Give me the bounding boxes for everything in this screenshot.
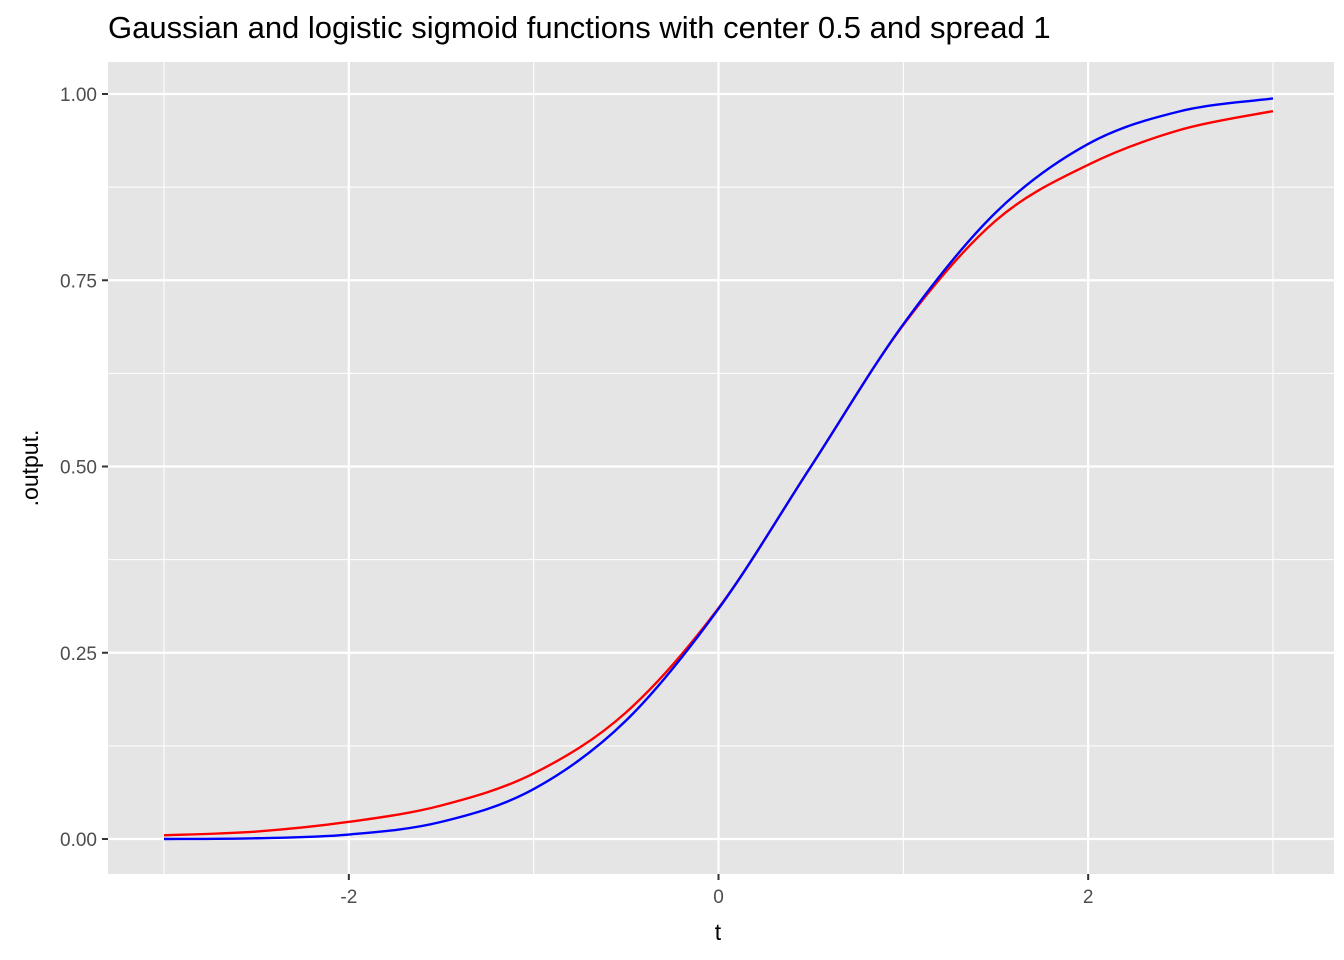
y-tick-label: 0.50 [60, 458, 97, 479]
y-axis-title: .output. [17, 430, 43, 507]
y-tick-label: 1.00 [60, 85, 97, 106]
series-layer [163, 97, 1274, 841]
x-tick-label: 0 [713, 887, 724, 908]
axis-layer: -2 0 2 0.00 0.25 0.50 0.75 1.00 [60, 85, 1093, 908]
major-gridlines [108, 62, 1334, 874]
minor-gridlines [108, 62, 1334, 874]
series-line-2 [163, 97, 1274, 841]
y-tick-label: 0.00 [60, 830, 97, 851]
x-tick-label: -2 [340, 887, 357, 908]
plot-panel [108, 62, 1334, 874]
x-tick-label: 2 [1083, 887, 1094, 908]
y-tick-label: 0.25 [60, 644, 97, 665]
y-tick-label: 0.75 [60, 271, 97, 292]
chart-title: Gaussian and logistic sigmoid functions … [108, 10, 1051, 45]
x-axis-title: t [715, 919, 722, 945]
